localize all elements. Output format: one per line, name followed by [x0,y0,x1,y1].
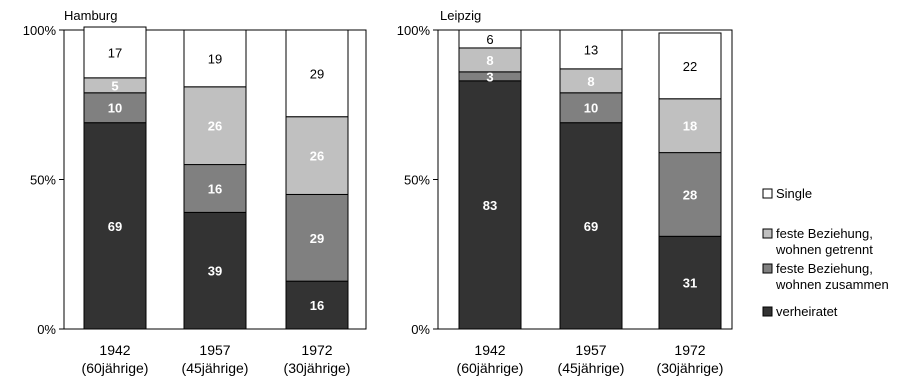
data-label: 3 [486,69,493,84]
legend-label: feste Beziehung, [776,226,873,241]
legend-label: wohnen zusammen [775,277,889,292]
bar-segment [658,235,722,330]
bar-segment [83,122,147,330]
y-tick-label: 0% [411,322,430,337]
bar-segment [183,211,247,330]
bar-segment [183,86,247,166]
chart-panel-hamburg: Hamburg 0% 50% 100% 69 10 5 17 1942 (60jährige) 39… [23,8,367,376]
bar-segment [658,32,722,100]
bar-segment [285,116,349,195]
data-label: 16 [208,181,222,196]
x-tick-label: (60jährige) [82,360,149,376]
legend-swatch [762,228,773,239]
x-tick-label: (30jährige) [284,360,351,376]
data-label: 13 [584,42,598,57]
legend-label: wohnen getrennt [775,242,873,257]
bar-segment [658,152,722,237]
bar-segment [458,80,522,330]
bar-segment [559,92,623,124]
x-tick-label: (30jährige) [657,360,724,376]
data-label: 19 [208,51,222,66]
data-label: 39 [208,264,222,279]
bar-segment [183,164,247,213]
legend-swatch [762,306,773,317]
x-tick-label: (45jährige) [182,360,249,376]
bar-segment [559,122,623,330]
bar-segment [183,29,247,88]
legend-label: feste Beziehung, [776,261,873,276]
x-tick-label: (45jährige) [558,360,625,376]
y-tick-label: 50% [404,173,430,188]
y-tick-label: 100% [397,23,431,38]
data-label: 22 [683,59,697,74]
x-tick-label: 1957 [575,342,606,358]
data-label: 6 [486,32,493,47]
data-label: 83 [483,198,497,213]
legend-label: Single [776,186,812,201]
chart-panel-leipzig: Leipzig0%50%100%833861942(60jährige)6910… [397,8,733,376]
data-label: 18 [683,119,697,134]
bar-segment [559,29,623,70]
x-tick-label: 1972 [674,342,705,358]
y-tick-label: 100% [23,23,57,38]
data-label: 10 [108,101,122,116]
x-tick-label: 1957 [199,342,230,358]
legend-label: verheiratet [776,304,838,319]
data-label: 26 [208,119,222,134]
data-label: 8 [486,53,493,68]
data-label: 29 [310,231,324,246]
x-tick-label: (60jährige) [457,360,524,376]
bar-segment [285,280,349,330]
data-label: 28 [683,187,697,202]
legend-swatch [762,188,773,199]
data-label: 29 [310,66,324,81]
x-tick-label: 1972 [301,342,332,358]
data-label: 17 [108,45,122,60]
data-label: 26 [310,149,324,164]
chart-title: Leipzig [440,8,481,23]
data-label: 31 [683,276,697,291]
legend-swatch [762,263,773,274]
y-tick-label: 50% [30,173,56,188]
bar-segment [83,26,147,79]
data-label: 10 [584,101,598,116]
x-tick-label: 1942 [474,342,505,358]
y-tick-label: 0% [37,322,56,337]
data-label: 5 [111,78,118,93]
bar-segment [285,29,349,118]
data-label: 69 [584,219,598,234]
data-label: 16 [310,298,324,313]
data-label: 69 [108,219,122,234]
chart-title: Hamburg [64,8,117,23]
bar-segment [658,98,722,154]
data-label: 8 [587,74,594,89]
bar-segment [458,29,522,49]
x-tick-label: 1942 [99,342,130,358]
